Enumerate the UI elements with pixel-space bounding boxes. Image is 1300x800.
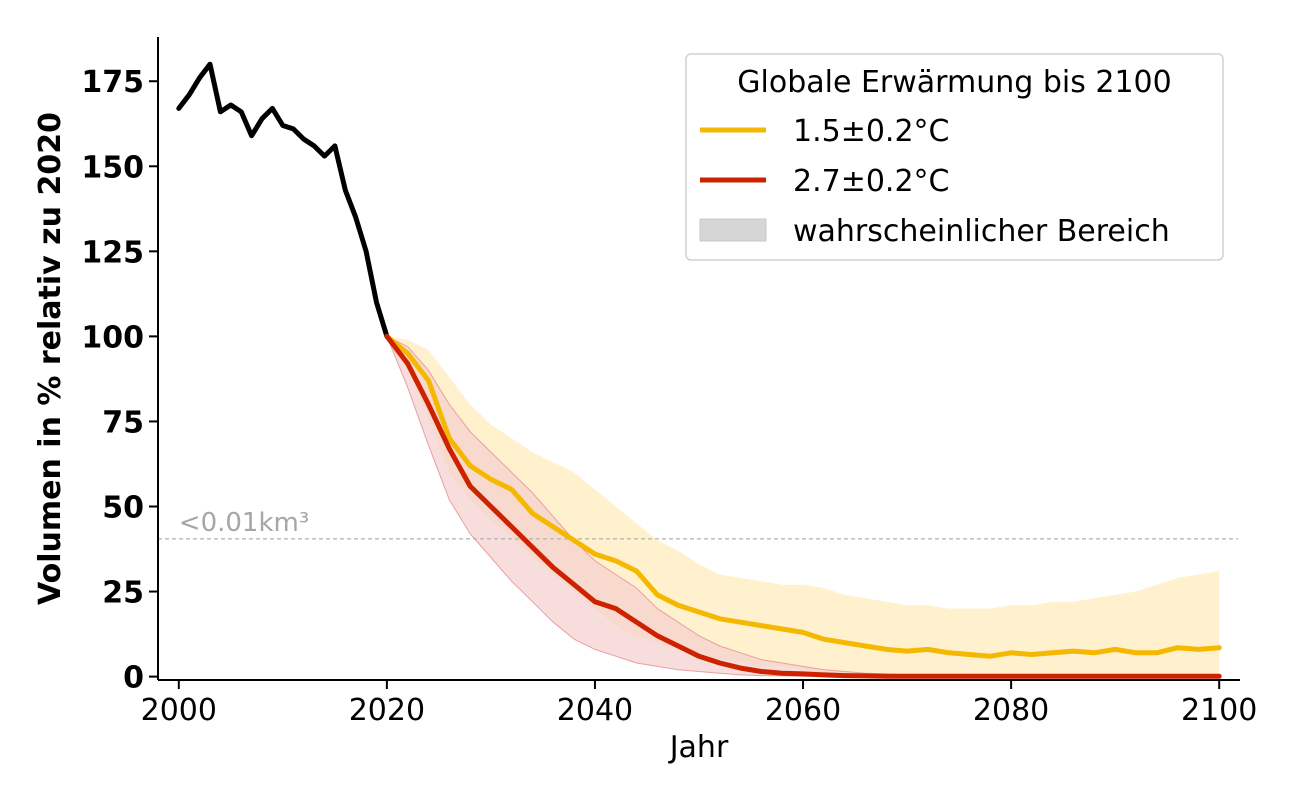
line-s27 <box>384 333 1222 679</box>
y-tick-label: 75 <box>102 405 144 440</box>
line-s15 <box>384 333 1222 659</box>
legend-label-range: wahrscheinlicher Bereich <box>793 214 1170 249</box>
legend-label-1-5: 1.5±0.2°C <box>793 114 950 149</box>
legend-frame <box>685 53 1224 261</box>
x-ticks: 2000 2020 2040 2060 2080 2100 <box>141 680 1257 728</box>
line-observed <box>176 61 390 339</box>
x-tick-label: 2000 <box>141 693 217 728</box>
legend-label-2-7: 2.7±0.2°C <box>793 164 950 199</box>
threshold-label: <0.01km³ <box>179 508 309 538</box>
y-tick-label: 0 <box>123 661 144 696</box>
x-tick-label: 2100 <box>1181 693 1257 728</box>
range-bands <box>385 335 1220 677</box>
y-tick-label: 100 <box>81 320 144 355</box>
y-tick-label: 125 <box>81 235 144 270</box>
x-tick-label: 2040 <box>557 693 633 728</box>
x-tick-label: 2080 <box>973 693 1049 728</box>
y-tick-label: 175 <box>81 65 144 100</box>
legend: Globale Erwärmung bis 2100 1.5±0.2°C 2.7… <box>685 53 1224 261</box>
x-tick-label: 2060 <box>765 693 841 728</box>
series-lines <box>176 61 1222 679</box>
y-tick-label: 150 <box>81 150 144 185</box>
x-axis-label: Jahr <box>668 730 729 765</box>
legend-title: Globale Erwärmung bis 2100 <box>737 65 1171 100</box>
y-tick-label: 25 <box>102 576 144 611</box>
y-ticks: 0 25 50 75 100 125 150 175 <box>81 65 158 696</box>
y-axis-label: Volumen in % relativ zu 2020 <box>33 112 68 605</box>
y-tick-label: 50 <box>102 490 144 525</box>
legend-swatch-range <box>699 218 767 242</box>
x-tick-label: 2020 <box>349 693 425 728</box>
